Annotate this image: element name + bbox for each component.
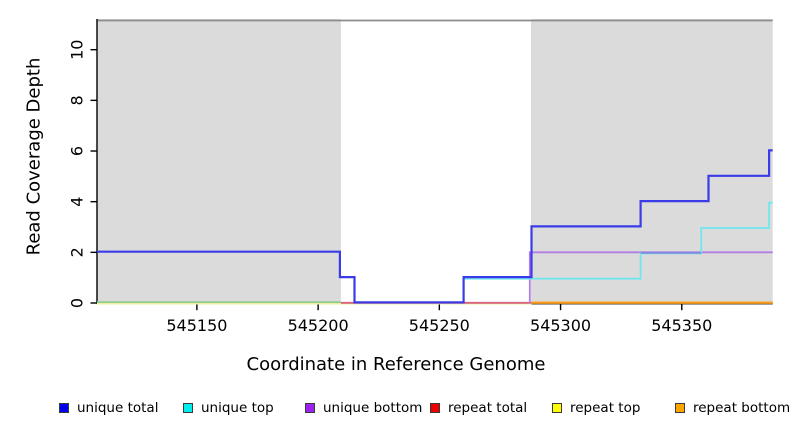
legend-label: repeat top (570, 400, 641, 416)
coverage-line-unique-total (97, 149, 773, 304)
legend-swatch-icon (59, 403, 69, 413)
legend-label: unique top (201, 400, 274, 416)
legend-swatch-icon (183, 403, 193, 413)
legend-swatch-icon (305, 403, 315, 413)
legend-item-repeat-bottom: repeat bottom (675, 398, 790, 418)
x-tick-label: 545350 (651, 316, 712, 335)
legend-swatch-icon (430, 403, 440, 413)
legend-item-unique-bottom: unique bottom (305, 398, 422, 418)
shaded-repeat-region (97, 19, 341, 303)
y-axis-title: Read Coverage Depth (23, 57, 45, 256)
legend-label: unique total (77, 400, 159, 416)
legend-label: unique bottom (323, 400, 423, 416)
legend-item-repeat-total: repeat total (430, 398, 527, 418)
y-tick-label: 8 (68, 95, 87, 105)
y-tick-label: 0 (68, 298, 87, 308)
x-tick-label: 545300 (530, 316, 591, 335)
shaded-repeat-region (530, 19, 773, 303)
x-axis-title: Coordinate in Reference Genome (246, 354, 546, 375)
y-tick-label: 2 (68, 247, 87, 257)
legend-swatch-icon (552, 403, 562, 413)
y-tick-label: 6 (68, 146, 87, 156)
legend-label: repeat total (448, 400, 528, 416)
y-tick-label: 4 (68, 197, 87, 207)
legend-item-unique-top: unique top (183, 398, 274, 418)
legend-label: repeat bottom (693, 400, 791, 416)
legend-item-repeat-top: repeat top (552, 398, 640, 418)
legend-swatch-icon (675, 403, 685, 413)
y-tick-label: 10 (68, 40, 87, 60)
x-tick-label: 545200 (288, 316, 349, 335)
coverage-line-unique-top (463, 201, 773, 280)
legend: unique total unique top unique bottom repea… (0, 398, 792, 422)
x-tick-label: 545250 (409, 316, 470, 335)
legend-item-unique-total: unique total (59, 398, 158, 418)
x-tick-label: 545150 (166, 316, 227, 335)
